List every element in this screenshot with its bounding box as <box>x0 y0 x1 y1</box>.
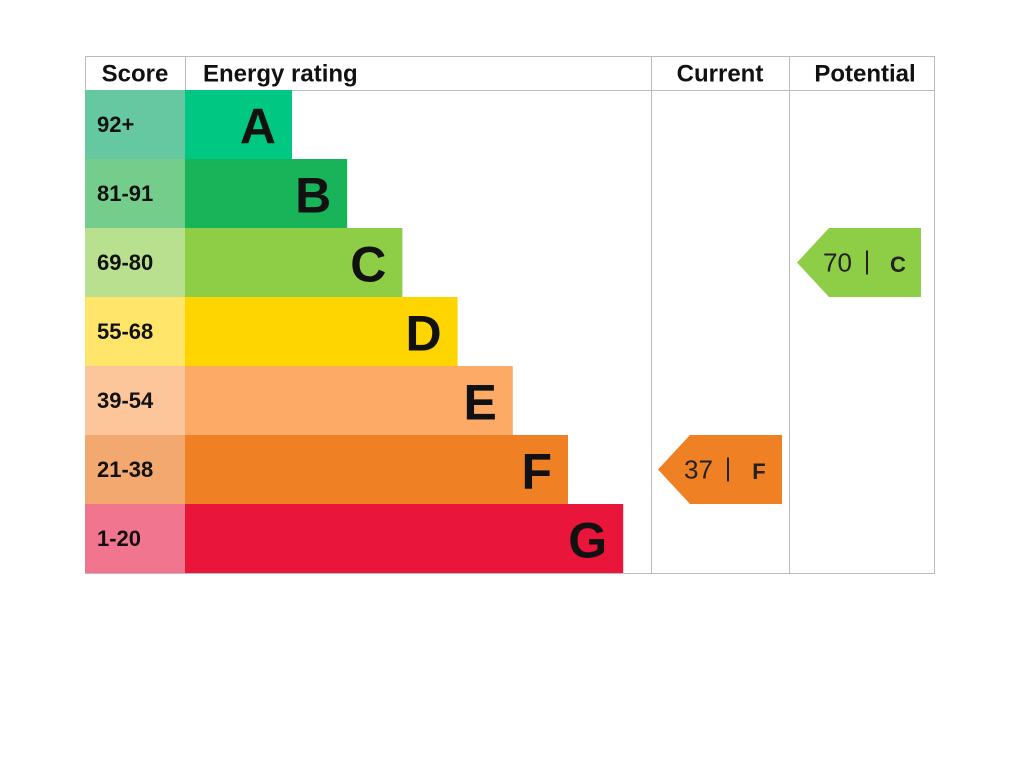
potential-arrow <box>797 228 921 297</box>
potential-score: 70 <box>823 248 852 278</box>
rating-letter: A <box>240 99 276 155</box>
score-cell <box>85 159 185 228</box>
score-range: 21-38 <box>97 457 153 482</box>
header-current: Current <box>677 61 764 88</box>
current-score: 37 <box>684 455 713 485</box>
rating-letter: D <box>405 306 441 362</box>
potential-rating: C <box>890 252 906 277</box>
rating-bar <box>185 159 348 228</box>
current-rating: F <box>752 459 765 484</box>
rating-letter: E <box>463 375 496 431</box>
score-range: 39-54 <box>97 388 154 413</box>
score-range: 92+ <box>97 112 134 137</box>
score-cell <box>85 90 185 159</box>
rating-bar <box>185 90 292 159</box>
rating-bar <box>185 297 458 366</box>
rating-bar <box>185 504 624 573</box>
score-range: 1-20 <box>97 526 141 551</box>
header-score: Score <box>102 61 169 88</box>
score-range: 81-91 <box>97 181 153 206</box>
current-arrow <box>658 435 782 504</box>
rating-letter: C <box>350 237 386 293</box>
header-potential: Potential <box>814 61 915 88</box>
rating-letter: B <box>295 168 331 224</box>
rating-bar <box>185 435 568 504</box>
score-cell <box>85 435 185 504</box>
rating-letter: G <box>568 513 607 569</box>
score-cell <box>85 366 185 435</box>
score-cell <box>85 504 185 573</box>
rating-bar <box>185 366 513 435</box>
header-energy-rating: Energy rating <box>203 61 358 88</box>
score-range: 55-68 <box>97 319 153 344</box>
score-cell <box>85 228 185 297</box>
rating-letter: F <box>521 444 552 500</box>
rating-bar <box>185 228 403 297</box>
score-cell <box>85 297 185 366</box>
score-range: 69-80 <box>97 250 153 275</box>
